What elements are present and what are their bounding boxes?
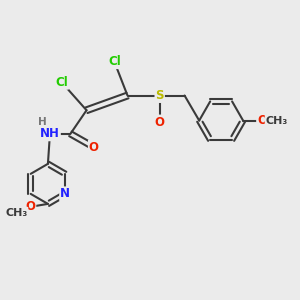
Text: S: S	[155, 89, 164, 102]
Text: O: O	[257, 114, 267, 127]
Text: N: N	[60, 188, 70, 200]
Text: Cl: Cl	[55, 76, 68, 89]
Text: O: O	[89, 141, 99, 154]
Text: CH₃: CH₃	[266, 116, 288, 126]
Text: O: O	[26, 200, 35, 213]
Text: Cl: Cl	[108, 55, 121, 68]
Text: H: H	[38, 117, 47, 127]
Text: NH: NH	[40, 127, 60, 140]
Text: O: O	[155, 116, 165, 128]
Text: CH₃: CH₃	[5, 208, 27, 218]
